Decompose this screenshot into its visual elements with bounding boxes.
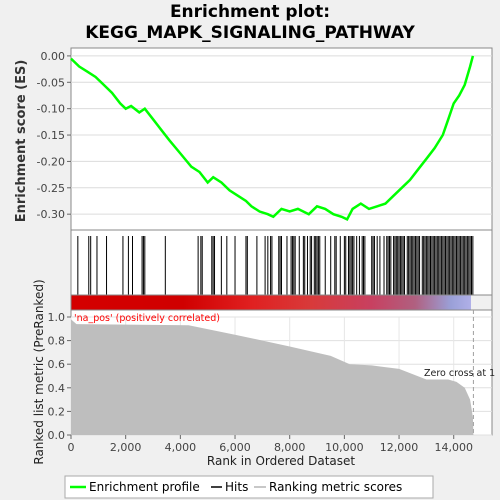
es-gridlines [71,55,492,215]
legend-box [64,475,434,499]
metric-y-tick-label: 0.8 [48,335,66,348]
metric-x-tick-label: 10,000 [325,441,364,454]
metric-y-tick-label: 0.0 [48,429,66,442]
metric-x-ticks: 0 2,000 4,000 6,000 8,000 10,000 12,000 14,000 [68,435,473,454]
es-y-tick-label: -0.15 [37,129,65,142]
es-panel [70,47,493,231]
title-line-1: Enrichment plot: [169,2,331,22]
metric-x-tick-label: 6,000 [219,441,251,454]
legend-enrichment-label: Enrichment profile [89,480,200,494]
es-y-tick-label: -0.05 [37,76,65,89]
metric-y-tick-label: 0.4 [48,382,66,395]
es-y-tick-label: -0.30 [37,208,65,221]
positively-correlated-label: 'na_pos' (positively correlated) [74,313,220,324]
zero-cross-label: Zero cross at 1 [424,368,495,379]
metric-y-ticks: 0.0 0.2 0.4 0.6 0.8 1.0 [48,311,71,442]
metric-x-tick-label: 8,000 [274,441,306,454]
hit-marks [77,236,474,295]
metric-x-tick-label: 0 [68,441,75,454]
es-y-axis-label: Enrichment score (ES) [14,60,29,223]
metric-x-tick-label: 4,000 [165,441,197,454]
metric-y-tick-label: 0.2 [48,405,66,418]
metric-x-tick-label: 2,000 [110,441,142,454]
es-y-tick-label: -0.10 [37,103,65,116]
enrichment-profile-line [70,55,475,222]
metric-y-axis-label: Ranked list metric (PreRanked) [32,279,46,464]
ranking-metric-area [71,319,474,435]
metric-y-tick-label: 1.0 [48,311,66,324]
es-y-tick-label: 0.00 [41,50,66,63]
es-y-tick-label: -0.20 [37,155,65,168]
metric-y-tick-label: 0.6 [48,358,66,371]
rank-color-bar [71,295,471,310]
legend-metric-label: Ranking metric scores [269,480,402,494]
chart-title: Enrichment plot: KEGG_MAPK_SIGNALING_PAT… [0,2,500,44]
es-y-tick-label: -0.25 [37,182,65,195]
metric-x-tick-label: 14,000 [434,441,473,454]
legend-hits-label: Hits [225,480,248,494]
es-y-ticks: 0.00 -0.05 -0.10 -0.15 -0.20 -0.25 -0.30 [37,50,71,221]
x-axis-label: Rank in Ordered Dataset [207,454,355,468]
metric-x-tick-label: 12,000 [380,441,419,454]
title-line-2: KEGG_MAPK_SIGNALING_PATHWAY [85,23,415,43]
